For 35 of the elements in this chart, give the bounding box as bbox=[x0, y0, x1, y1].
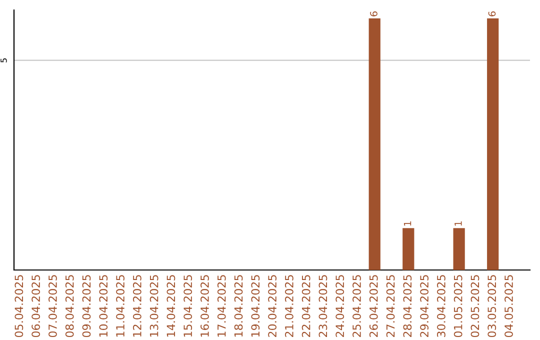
data-label: 1 bbox=[454, 221, 462, 226]
x-tick-label: 21.04.2025 bbox=[284, 275, 294, 337]
x-tick-label: 29.04.2025 bbox=[420, 275, 429, 337]
x-tick-label: 08.04.2025 bbox=[65, 275, 74, 338]
data-label: 1 bbox=[404, 221, 412, 226]
x-tick-label: 10.04.2025 bbox=[99, 275, 108, 337]
x-tick-label: 28.04.2025 bbox=[403, 275, 412, 337]
x-tick-label: 09.04.2025 bbox=[82, 275, 91, 338]
x-tick-label: 15.04.2025 bbox=[184, 275, 192, 337]
x-tick-label: 03.05.2025 bbox=[488, 275, 496, 338]
x-tick-label: 25.04.2025 bbox=[352, 275, 361, 337]
x-tick-label: 30.04.2025 bbox=[436, 275, 446, 337]
x-tick-label: 02.05.2025 bbox=[470, 275, 480, 338]
data-label: 6 bbox=[488, 11, 496, 16]
x-tick-label: 17.04.2025 bbox=[217, 275, 226, 337]
x-tick-label: 27.04.2025 bbox=[386, 275, 395, 337]
ref-line-label: 5 bbox=[0, 58, 7, 62]
x-tick-label: 07.04.2025 bbox=[48, 275, 57, 338]
x-tick-label: 20.04.2025 bbox=[268, 275, 276, 337]
x-tick-label: 23.04.2025 bbox=[318, 275, 328, 337]
x-tick-label: 11.04.2025 bbox=[116, 275, 124, 337]
x-tick-label: 12.04.2025 bbox=[132, 275, 142, 337]
x-tick-label: 13.04.2025 bbox=[150, 275, 158, 337]
x-tick-label: 16.04.2025 bbox=[200, 275, 209, 337]
x-tick-label: 26.04.2025 bbox=[369, 275, 378, 337]
x-tick-label: 06.04.2025 bbox=[32, 275, 40, 338]
x-tick-label: 19.04.2025 bbox=[251, 275, 260, 337]
x-tick-label: 05.04.2025 bbox=[14, 275, 24, 338]
x-tick-label: 18.04.2025 bbox=[234, 275, 243, 337]
x-tick-label: 22.04.2025 bbox=[302, 275, 310, 337]
x-tick-label: 14.04.2025 bbox=[166, 275, 176, 337]
data-label: 6 bbox=[370, 11, 378, 16]
x-tick-label: 24.04.2025 bbox=[336, 275, 344, 337]
x-tick-label: 04.05.2025 bbox=[504, 275, 513, 338]
x-tick-label: 01.05.2025 bbox=[454, 275, 462, 338]
